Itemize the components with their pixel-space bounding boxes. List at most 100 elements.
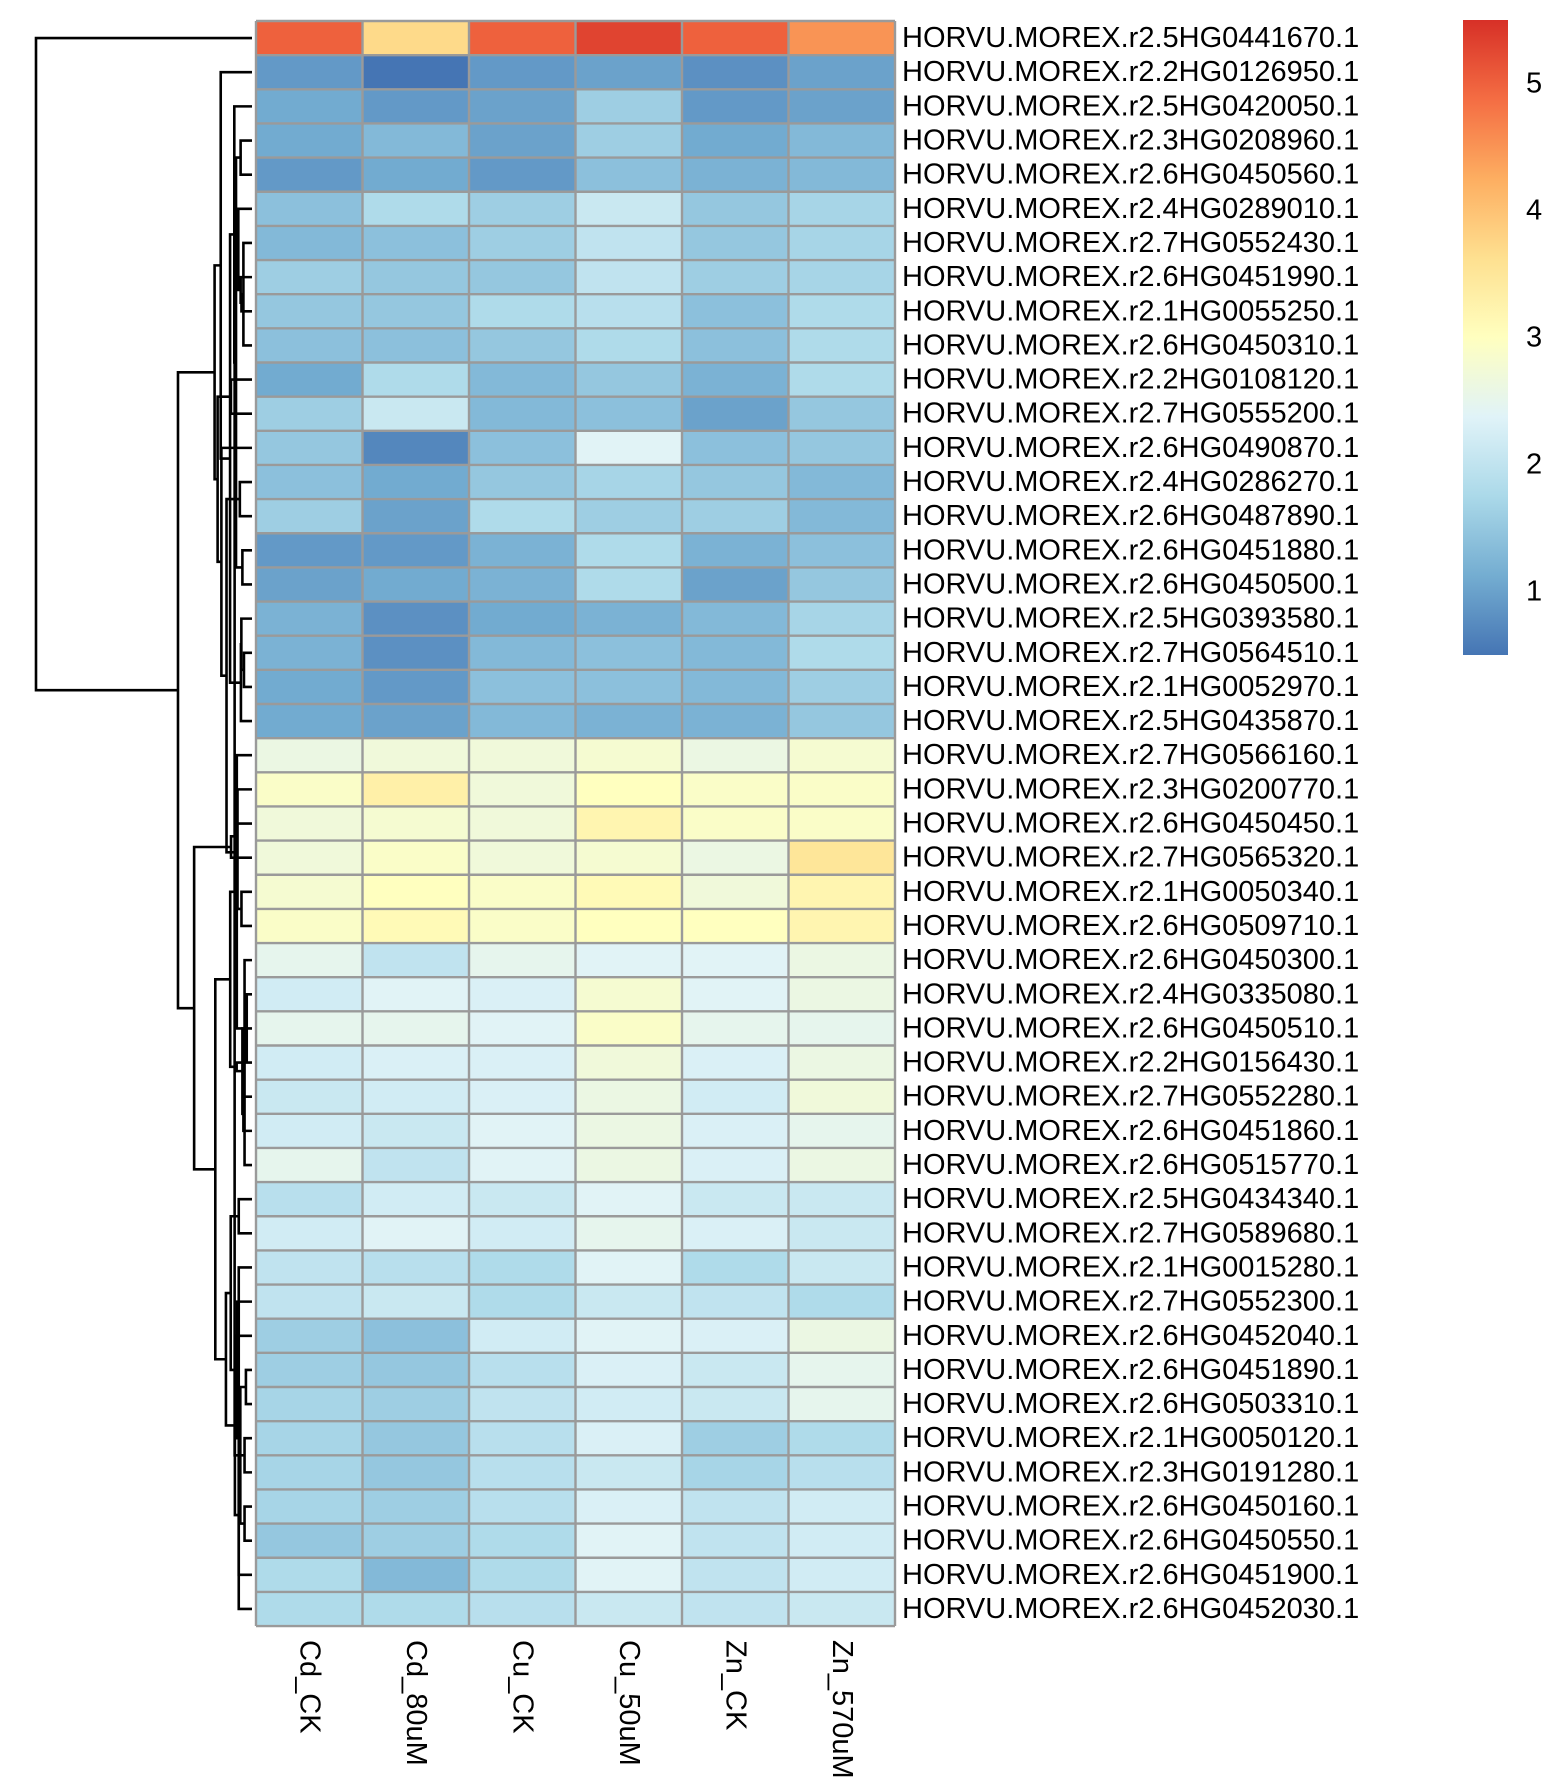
heatmap-cell bbox=[362, 1557, 469, 1592]
heatmap-cell bbox=[788, 1011, 895, 1046]
row-label: HORVU.MOREX.r2.5HG0420050.1 bbox=[902, 90, 1359, 122]
dendrogram-branch bbox=[220, 446, 252, 678]
heatmap-cell bbox=[788, 396, 895, 431]
heatmap-cell bbox=[575, 396, 682, 431]
row-label: HORVU.MOREX.r2.6HG0451880.1 bbox=[902, 534, 1359, 566]
heatmap-cell bbox=[788, 21, 895, 56]
heatmap-cell bbox=[575, 21, 682, 56]
heatmap-cell bbox=[788, 840, 895, 875]
heatmap-cell bbox=[788, 1318, 895, 1353]
heatmap-cell bbox=[788, 89, 895, 124]
heatmap-cell bbox=[469, 1387, 576, 1422]
heatmap-cell bbox=[575, 1591, 682, 1627]
dendrogram-branch bbox=[237, 1197, 252, 1235]
row-label: HORVU.MOREX.r2.1HG0050120.1 bbox=[902, 1422, 1359, 1454]
heatmap-cell bbox=[575, 1045, 682, 1080]
dendrogram-branch bbox=[233, 1334, 252, 1517]
legend-tick-label: 4 bbox=[1526, 195, 1542, 227]
heatmap-cell bbox=[575, 430, 682, 465]
heatmap-cell bbox=[788, 1079, 895, 1114]
heatmap-cell bbox=[256, 1523, 363, 1558]
heatmap-cell bbox=[256, 55, 363, 90]
row-label: HORVU.MOREX.r2.2HG0108120.1 bbox=[902, 364, 1359, 396]
color-legend: 1 2 3 4 5 bbox=[1463, 20, 1542, 655]
heatmap-cell bbox=[682, 908, 789, 944]
heatmap-cell bbox=[256, 840, 363, 875]
heatmap-cell bbox=[788, 1523, 895, 1558]
heatmap-cell bbox=[788, 1147, 895, 1183]
row-label: HORVU.MOREX.r2.4HG0289010.1 bbox=[902, 193, 1359, 225]
row-label: HORVU.MOREX.r2.1HG0055250.1 bbox=[902, 295, 1359, 327]
row-label: HORVU.MOREX.r2.6HG0450560.1 bbox=[902, 159, 1359, 191]
heatmap-cell bbox=[682, 533, 789, 568]
heatmap-cell bbox=[788, 499, 895, 534]
heatmap-cell bbox=[256, 908, 363, 944]
heatmap-cell bbox=[788, 704, 895, 739]
row-label: HORVU.MOREX.r2.1HG0015280.1 bbox=[902, 1251, 1359, 1283]
heatmap-cell bbox=[362, 362, 469, 397]
row-label: HORVU.MOREX.r2.7HG0564510.1 bbox=[902, 637, 1359, 669]
heatmap-cell bbox=[256, 1387, 363, 1422]
heatmap-cell bbox=[256, 328, 363, 363]
heatmap-cell bbox=[682, 89, 789, 124]
heatmap-cell bbox=[256, 1216, 363, 1251]
heatmap-cell bbox=[469, 704, 576, 739]
heatmap-cell bbox=[788, 294, 895, 329]
heatmap-cell bbox=[575, 840, 682, 875]
heatmap-cell bbox=[682, 1591, 789, 1627]
heatmap-cell bbox=[256, 21, 363, 56]
heatmap-cell bbox=[256, 123, 363, 158]
heatmap-cell bbox=[256, 1591, 363, 1627]
heatmap-cell bbox=[469, 533, 576, 568]
heatmap-cell bbox=[469, 499, 576, 534]
heatmap-cell bbox=[362, 567, 469, 602]
heatmap-cell bbox=[788, 1387, 895, 1422]
heatmap-cell bbox=[362, 1045, 469, 1080]
heatmap-cell bbox=[575, 977, 682, 1012]
heatmap-cell bbox=[469, 1352, 576, 1387]
heatmap-cell bbox=[788, 1455, 895, 1490]
heatmap-cell bbox=[256, 1250, 363, 1285]
column-label: Cu_50uM bbox=[613, 1640, 645, 1766]
heatmap-cell bbox=[682, 704, 789, 739]
row-label: HORVU.MOREX.r2.4HG0335080.1 bbox=[902, 978, 1359, 1010]
row-label: HORVU.MOREX.r2.6HG0490870.1 bbox=[902, 432, 1359, 464]
row-label: HORVU.MOREX.r2.6HG0451890.1 bbox=[902, 1354, 1359, 1386]
heatmap-cell bbox=[575, 157, 682, 192]
heatmap-cell bbox=[469, 1591, 576, 1627]
dendrogram-branch bbox=[239, 1385, 246, 1525]
heatmap-cell bbox=[575, 260, 682, 295]
row-label: HORVU.MOREX.r2.7HG0552280.1 bbox=[902, 1081, 1359, 1113]
heatmap-cell bbox=[575, 1284, 682, 1319]
heatmap-cell bbox=[362, 396, 469, 431]
heatmap-cell bbox=[469, 1113, 576, 1148]
heatmap-grid bbox=[254, 19, 897, 1628]
heatmap-cell bbox=[788, 1284, 895, 1319]
heatmap-cell bbox=[362, 704, 469, 739]
heatmap-cell bbox=[575, 772, 682, 807]
heatmap-cell bbox=[362, 499, 469, 534]
heatmap-cell bbox=[682, 772, 789, 807]
heatmap-cell bbox=[256, 1011, 363, 1046]
heatmap-cell bbox=[788, 225, 895, 261]
heatmap-cell bbox=[469, 1455, 576, 1490]
heatmap-cell bbox=[362, 1284, 469, 1319]
heatmap-cell bbox=[469, 1079, 576, 1114]
row-label: HORVU.MOREX.r2.7HG0555200.1 bbox=[902, 398, 1359, 430]
color-legend-ticks: 1 2 3 4 5 bbox=[1526, 68, 1542, 608]
column-label: Zn_570uM bbox=[826, 1640, 858, 1779]
heatmap-cell bbox=[682, 191, 789, 226]
heatmap-cell bbox=[362, 669, 469, 704]
heatmap-cell bbox=[362, 635, 469, 670]
heatmap-cell bbox=[469, 635, 576, 670]
heatmap-cell bbox=[469, 1523, 576, 1558]
dendrogram-branch bbox=[243, 1505, 252, 1542]
heatmap-cell bbox=[575, 567, 682, 602]
heatmap-cell bbox=[682, 1079, 789, 1114]
heatmap-cell bbox=[575, 191, 682, 226]
heatmap-cell bbox=[682, 1421, 789, 1456]
heatmap-cell bbox=[575, 943, 682, 978]
row-label: HORVU.MOREX.r2.5HG0441670.1 bbox=[902, 22, 1359, 54]
heatmap-cell bbox=[362, 191, 469, 226]
heatmap-cell bbox=[575, 874, 682, 909]
